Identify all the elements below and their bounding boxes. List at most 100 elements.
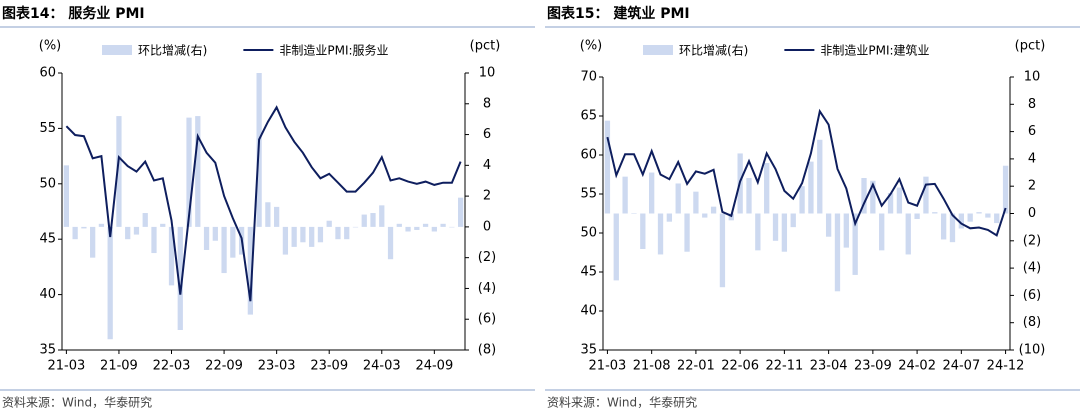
y-tick-label: 35 (580, 343, 597, 358)
legend-label: 环比增减(右) (138, 43, 207, 58)
x-tick-label: 21-03 (589, 359, 627, 374)
right-axis-label: (pct) (1015, 39, 1046, 54)
x-tick-label: 21-03 (47, 359, 85, 374)
x-tick-label: 22-11 (765, 359, 803, 374)
bar (719, 213, 726, 288)
bar (710, 206, 717, 214)
x-tick-label: 22-09 (205, 359, 243, 374)
bar (247, 226, 253, 315)
x-tick-label: 21-08 (633, 359, 671, 374)
source: 资料来源：Wind，华泰研究 (547, 395, 697, 410)
bar (905, 213, 911, 255)
bar (431, 226, 437, 232)
bar (781, 213, 788, 252)
chart-title: 图表14： 服务业 PMI (2, 5, 145, 22)
bar (274, 206, 280, 227)
y-tick-label: 40 (580, 304, 597, 319)
bar (168, 226, 175, 286)
x-tick-label: 23-03 (258, 359, 296, 374)
bar (693, 191, 699, 214)
bar (604, 120, 611, 214)
bar (63, 165, 70, 227)
legend-label: 非制造业PMI:建筑业 (820, 43, 929, 58)
bar (649, 172, 655, 214)
bar (98, 223, 105, 227)
bar (949, 213, 956, 243)
source: 资料来源：Wind，华泰研究 (2, 395, 152, 410)
y2-tick-label: (2) (1023, 233, 1041, 248)
bar (746, 178, 752, 214)
y-tick-label: 50 (39, 176, 56, 191)
y-tick-label: 45 (39, 232, 56, 247)
bar (370, 213, 376, 227)
bar (81, 226, 87, 229)
bar (352, 226, 359, 228)
bar (994, 213, 1000, 224)
bar (985, 213, 991, 218)
y2-tick-label: 6 (1028, 124, 1036, 139)
bar (790, 213, 796, 228)
y2-tick-label: (10) (1019, 343, 1046, 358)
bar (932, 212, 938, 214)
bar (186, 117, 192, 227)
bar (684, 213, 690, 252)
bar (861, 178, 867, 214)
bar (728, 213, 734, 221)
x-tick-label: 22-01 (677, 359, 715, 374)
bar (825, 213, 832, 237)
bar (361, 214, 367, 227)
bar (221, 226, 227, 274)
bar (613, 213, 619, 281)
legend-label: 非制造业PMI:服务业 (279, 43, 388, 58)
chart-title: 图表15： 建筑业 PMI (547, 5, 690, 22)
bar (440, 223, 446, 227)
right-axis-label: (pct) (470, 39, 501, 54)
y2-tick-label: 8 (1028, 97, 1036, 112)
y2-tick-label: (6) (478, 312, 496, 327)
x-tick-label: 24-03 (363, 359, 401, 374)
bar (702, 213, 708, 218)
y2-tick-label: 2 (1028, 179, 1036, 194)
bar (879, 213, 885, 251)
legend-swatch (102, 45, 132, 55)
bar (379, 205, 385, 227)
bar (107, 226, 113, 340)
bar (640, 213, 646, 249)
bar (923, 176, 929, 214)
x-tick-label: 23-04 (810, 359, 848, 374)
bar (675, 183, 681, 214)
bar (887, 193, 894, 214)
bar (291, 226, 297, 247)
y-tick-label: 60 (580, 148, 597, 163)
y2-tick-label: (4) (1023, 261, 1041, 276)
y-tick-label: 55 (39, 121, 56, 136)
y-tick-label: 50 (580, 226, 597, 241)
bar (755, 213, 761, 251)
bar (142, 213, 148, 227)
bar (799, 186, 805, 214)
bar (666, 213, 673, 222)
bar (772, 213, 779, 241)
bar (808, 161, 814, 214)
y2-tick-label: 2 (483, 189, 491, 204)
bar (958, 213, 964, 229)
y2-tick-label: 4 (483, 158, 491, 173)
bar (457, 197, 464, 227)
bar (449, 226, 455, 228)
y2-tick-label: 0 (1028, 206, 1036, 221)
bar (151, 226, 157, 254)
bar (125, 226, 131, 240)
bar (405, 226, 411, 232)
y-tick-label: 65 (580, 109, 597, 124)
bar (764, 162, 770, 214)
bar (133, 226, 140, 235)
y2-tick-label: 10 (1024, 70, 1041, 85)
bar (160, 223, 166, 227)
bar (1002, 165, 1009, 214)
y-tick-label: 55 (580, 187, 597, 202)
y2-tick-label: 0 (483, 219, 491, 234)
legend-swatch (643, 45, 673, 55)
y-tick-label: 35 (39, 343, 56, 358)
x-tick-label: 24-02 (898, 359, 936, 374)
bar (72, 226, 78, 240)
